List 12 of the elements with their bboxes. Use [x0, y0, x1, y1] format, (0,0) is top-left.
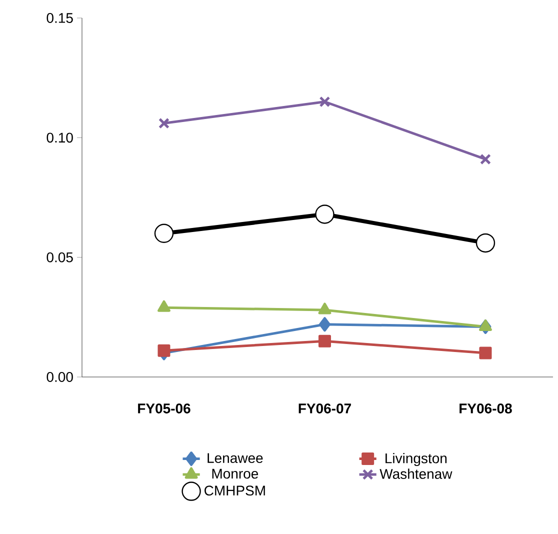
y-tick-label: 0.10 — [46, 132, 73, 143]
legend-label: Washtenaw — [380, 468, 452, 479]
x-tick-label: FY05-06 — [138, 404, 190, 414]
x-tick-label: FY06-08 — [460, 404, 512, 414]
y-tick-label: 0.15 — [46, 13, 73, 23]
legend-label: Lenawee — [208, 453, 263, 464]
y-tick-label: 0.05 — [46, 252, 73, 262]
legend-label: Livingston — [386, 452, 447, 466]
legend-label: CMHPSM — [204, 486, 265, 496]
legend-label: Monroe — [212, 468, 258, 479]
y-tick-label: 0.00 — [46, 372, 73, 382]
x-tick-label: FY06-07 — [298, 404, 351, 414]
